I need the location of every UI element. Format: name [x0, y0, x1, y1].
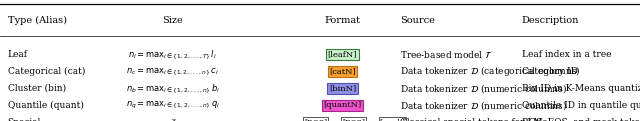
Text: Categorical (cat): Categorical (cat) — [8, 67, 85, 76]
Text: Cluster (bin): Cluster (bin) — [8, 84, 66, 93]
Text: Leaf index in a tree: Leaf index in a tree — [522, 50, 611, 59]
Text: [catN]: [catN] — [329, 67, 356, 75]
Text: Tree-based model $\mathcal{T}$: Tree-based model $\mathcal{T}$ — [400, 49, 493, 60]
Text: Special: Special — [8, 118, 41, 121]
Text: Data tokenizer $\mathcal{D}$ (numeric columns): Data tokenizer $\mathcal{D}$ (numeric co… — [400, 82, 567, 95]
Text: Type (Alias): Type (Alias) — [8, 16, 67, 25]
Text: [quantN]: [quantN] — [323, 101, 362, 109]
Text: Format: Format — [324, 16, 360, 25]
Text: Leaf: Leaf — [8, 50, 28, 59]
Text: [mask]: [mask] — [380, 118, 406, 121]
Text: $n_l = \mathrm{max}_{i\in\{1,2,...,T\}}\, l_i$: $n_l = \mathrm{max}_{i\in\{1,2,...,T\}}\… — [129, 48, 217, 61]
Text: Size: Size — [163, 16, 183, 25]
Text: Classical special tokens for LMs: Classical special tokens for LMs — [400, 118, 547, 121]
Text: 3: 3 — [170, 118, 175, 121]
Text: [EOS]: [EOS] — [342, 118, 365, 121]
Text: $n_b = \mathrm{max}_{i\in\{1,2,...,n\}}\, b_i$: $n_b = \mathrm{max}_{i\in\{1,2,...,n\}}\… — [125, 82, 220, 95]
Text: BOS, EOS, and mask tokens: BOS, EOS, and mask tokens — [522, 118, 640, 121]
Text: Quantile ID in quantile quantizer: Quantile ID in quantile quantizer — [522, 101, 640, 110]
Text: Description: Description — [522, 16, 579, 25]
Text: [leafN]: [leafN] — [328, 50, 357, 58]
Text: Category ID: Category ID — [522, 67, 577, 76]
Text: [BOS]: [BOS] — [304, 118, 327, 121]
Text: Quantile (quant): Quantile (quant) — [8, 101, 84, 110]
Text: [binN]: [binN] — [329, 84, 356, 92]
Text: Data tokenizer $\mathcal{D}$ (numeric columns): Data tokenizer $\mathcal{D}$ (numeric co… — [400, 99, 567, 112]
Text: $n_q = \mathrm{max}_{i\in\{1,2,...,n\}}\, q_i$: $n_q = \mathrm{max}_{i\in\{1,2,...,n\}}\… — [125, 100, 220, 111]
Text: $n_c = \mathrm{max}_{i\in\{1,2,...,n\}}\, c_i$: $n_c = \mathrm{max}_{i\in\{1,2,...,n\}}\… — [126, 66, 220, 77]
Text: Bin ID in K-Means quantizer: Bin ID in K-Means quantizer — [522, 84, 640, 93]
Text: Source: Source — [400, 16, 435, 25]
Text: Data tokenizer $\mathcal{D}$ (categorical columns): Data tokenizer $\mathcal{D}$ (categorica… — [400, 64, 580, 78]
